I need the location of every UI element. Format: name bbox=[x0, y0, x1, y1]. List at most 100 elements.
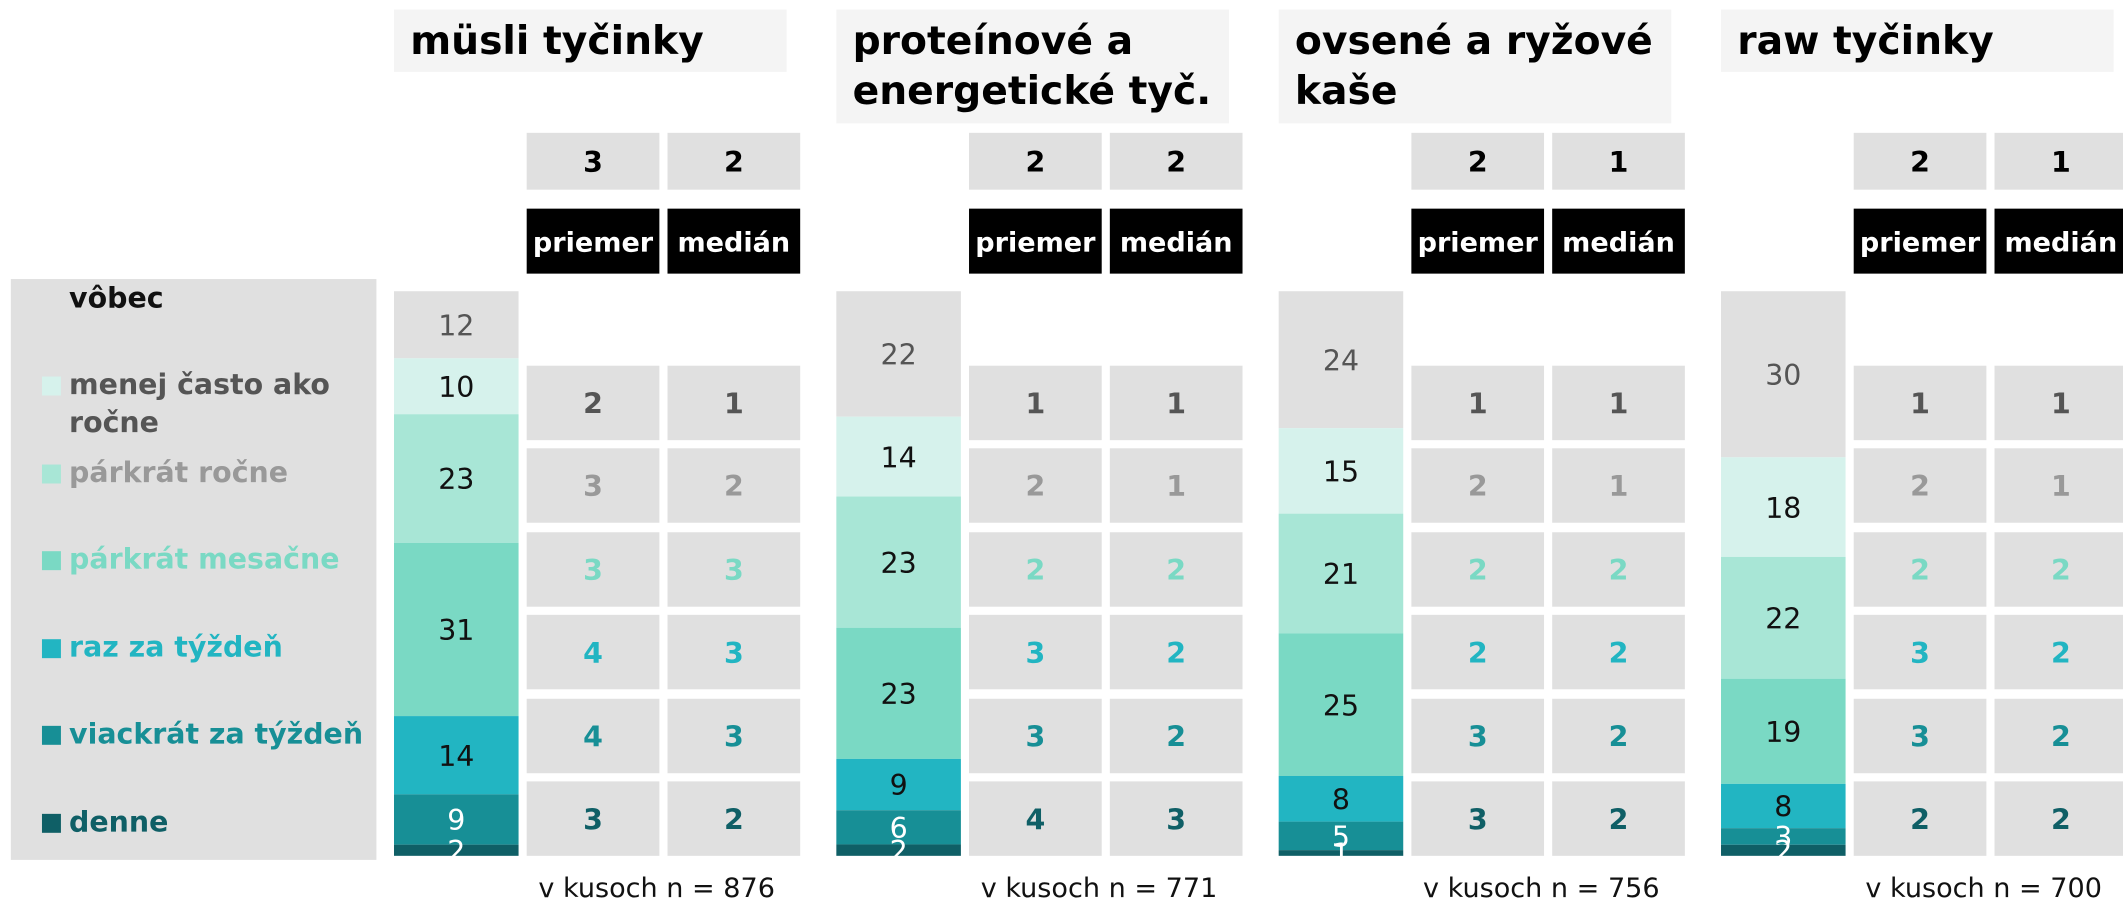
table-value: 1 bbox=[1468, 388, 1488, 421]
column-header: priemer bbox=[1418, 227, 1539, 258]
bar-segment bbox=[394, 358, 519, 415]
table-cell bbox=[526, 365, 660, 441]
table-value: 2 bbox=[1025, 554, 1045, 587]
bar-segment bbox=[1278, 633, 1404, 776]
table-cell bbox=[526, 532, 660, 607]
table-cell bbox=[526, 698, 660, 774]
table-value: 3 bbox=[1468, 803, 1488, 836]
segment-label: 22 bbox=[881, 339, 917, 372]
segment-label: 23 bbox=[881, 678, 917, 711]
table-value: 2 bbox=[1166, 721, 1186, 754]
panel-title: raw tyčinky bbox=[1737, 19, 1993, 64]
bar-segment bbox=[1721, 457, 1846, 557]
legend-label: denne bbox=[69, 805, 168, 838]
table-value: 1 bbox=[1609, 388, 1629, 421]
table-value: 3 bbox=[1025, 721, 1045, 754]
table-cell bbox=[1411, 448, 1545, 523]
table-value: 1 bbox=[2051, 388, 2071, 421]
segment-label: 19 bbox=[1765, 716, 1801, 749]
bar-segment bbox=[1278, 850, 1404, 856]
table-cell bbox=[969, 781, 1102, 856]
table-value: 1 bbox=[1609, 470, 1629, 503]
bar-segment bbox=[1721, 783, 1846, 829]
segment-label: 5 bbox=[1332, 821, 1350, 854]
table-value: 2 bbox=[2051, 721, 2071, 754]
table-value: 2 bbox=[724, 803, 744, 836]
header-cell bbox=[667, 208, 801, 274]
column-header: priemer bbox=[975, 227, 1096, 258]
table-cell bbox=[1109, 698, 1243, 774]
table-value: 3 bbox=[724, 637, 744, 670]
bar-segment bbox=[1278, 513, 1404, 634]
table-cell bbox=[1109, 448, 1243, 523]
segment-label: 15 bbox=[1323, 456, 1359, 489]
table-value: 2 bbox=[1910, 554, 1930, 587]
table-cell bbox=[1552, 781, 1685, 856]
table-value: 2 bbox=[2051, 554, 2071, 587]
table-value: 3 bbox=[1910, 721, 1930, 754]
table-value: 3 bbox=[1025, 637, 1045, 670]
table-value: 2 bbox=[2051, 637, 2071, 670]
table-cell bbox=[667, 614, 801, 690]
segment-label: 18 bbox=[1765, 492, 1801, 525]
bar-segment bbox=[394, 716, 519, 795]
bar-segment bbox=[1721, 828, 1846, 845]
table-cell bbox=[969, 365, 1102, 441]
summary-value: 1 bbox=[2051, 146, 2071, 179]
segment-label: 25 bbox=[1323, 689, 1359, 722]
table-cell bbox=[1552, 448, 1685, 523]
table-cell bbox=[667, 698, 801, 774]
segment-label: 1 bbox=[1332, 838, 1350, 871]
bar-segment bbox=[1721, 844, 1846, 856]
summary-value: 2 bbox=[724, 146, 744, 179]
summary-cell bbox=[1994, 132, 2123, 190]
table-value: 3 bbox=[583, 554, 603, 587]
table-value: 2 bbox=[1609, 721, 1629, 754]
table-value: 2 bbox=[1468, 470, 1488, 503]
summary-value: 2 bbox=[1166, 146, 1186, 179]
bar-segment bbox=[1721, 556, 1846, 679]
table-cell bbox=[1994, 532, 2123, 607]
legend-swatch bbox=[41, 639, 61, 659]
table-value: 1 bbox=[1166, 388, 1186, 421]
title-box bbox=[1278, 9, 1672, 124]
header-cell bbox=[1853, 208, 1987, 274]
panel-title: kaše bbox=[1295, 69, 1398, 114]
table-cell bbox=[1994, 614, 2123, 690]
segment-label: 23 bbox=[881, 547, 917, 580]
header-cell bbox=[969, 208, 1102, 274]
panel-title: ovsené a ryžové bbox=[1295, 19, 1653, 64]
table-cell bbox=[1994, 698, 2123, 774]
summary-cell bbox=[969, 132, 1102, 190]
header-cell bbox=[1994, 208, 2123, 274]
bar-segment bbox=[836, 416, 961, 497]
bar-segment bbox=[1721, 678, 1846, 784]
table-cell bbox=[1853, 698, 1987, 774]
bar-segment bbox=[394, 794, 519, 845]
bar-segment bbox=[836, 810, 961, 845]
table-cell bbox=[1109, 365, 1243, 441]
panel-title: proteínové a bbox=[853, 19, 1134, 64]
legend-label: párkrát mesačne bbox=[69, 543, 339, 576]
footnote: v kusoch n = 700 bbox=[1865, 873, 2102, 902]
legend-label: viackrát za týždeň bbox=[69, 717, 363, 750]
table-value: 1 bbox=[1166, 470, 1186, 503]
segment-label: 14 bbox=[438, 740, 474, 773]
table-cell bbox=[667, 448, 801, 523]
column-header: priemer bbox=[1860, 227, 1981, 258]
header-cell bbox=[1411, 208, 1545, 274]
bar-segment bbox=[394, 414, 519, 543]
table-value: 2 bbox=[2051, 803, 2071, 836]
segment-label: 8 bbox=[1332, 784, 1350, 817]
legend-swatch bbox=[41, 289, 61, 309]
table-cell bbox=[969, 532, 1102, 607]
table-cell bbox=[1552, 365, 1685, 441]
segment-label: 2 bbox=[447, 835, 465, 868]
table-value: 4 bbox=[583, 721, 603, 754]
segment-label: 30 bbox=[1765, 359, 1801, 392]
table-cell bbox=[1853, 365, 1987, 441]
bar-segment bbox=[836, 291, 961, 417]
header-cell bbox=[1109, 208, 1243, 274]
summary-cell bbox=[1411, 132, 1545, 190]
